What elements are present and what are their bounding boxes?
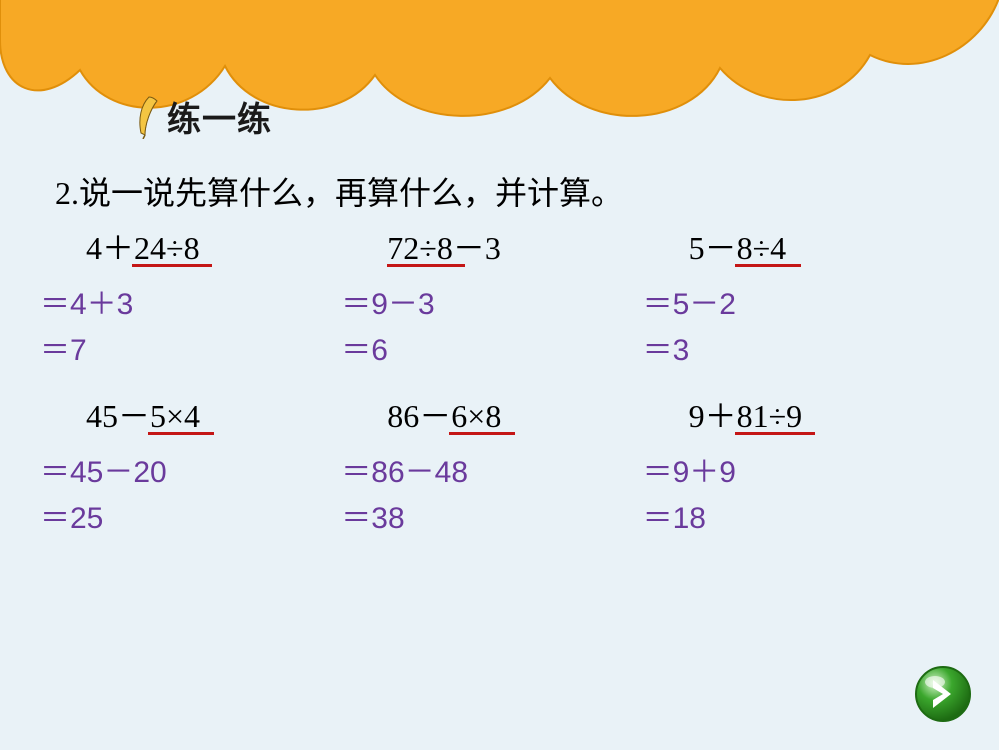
problem-4: 45－5×4 ＝45－20 ＝25 — [40, 400, 341, 550]
priority-underline — [148, 432, 214, 435]
problem-5-step-1: ＝86－48 — [341, 458, 642, 488]
problem-1-step-2: ＝7 — [40, 336, 341, 366]
priority-underline — [735, 264, 801, 267]
problem-2-step-1: ＝9－3 — [341, 290, 642, 320]
problem-1-expression: 4＋24÷8 — [86, 232, 200, 264]
section-title-text: 练一练 — [167, 92, 272, 141]
problems-grid: 4＋24÷8 ＝4＋3 ＝7 72÷8－3 ＝9－3 ＝6 5－8÷4 ＝5－2 ＝3 45－5×… — [40, 232, 959, 550]
problem-5-step-2: ＝38 — [341, 504, 642, 534]
priority-underline — [387, 264, 465, 267]
problem-4-expression: 45－5×4 — [86, 400, 200, 432]
problem-6: 9＋81÷9 ＝9＋9 ＝18 — [643, 400, 959, 550]
problem-6-step-1: ＝9＋9 — [643, 458, 959, 488]
problem-3-step-1: ＝5－2 — [643, 290, 959, 320]
feather-icon — [135, 95, 163, 139]
problem-3-expression: 5－8÷4 — [689, 232, 787, 264]
problem-3-step-2: ＝3 — [643, 336, 959, 366]
problem-3: 5－8÷4 ＝5－2 ＝3 — [643, 232, 959, 382]
problem-4-step-2: ＝25 — [40, 504, 341, 534]
problem-2-expression: 72÷8－3 — [387, 232, 501, 264]
problem-6-expression: 9＋81÷9 — [689, 400, 803, 432]
priority-underline — [449, 432, 515, 435]
problem-4-step-1: ＝45－20 — [40, 458, 341, 488]
problem-2-step-2: ＝6 — [341, 336, 642, 366]
problem-5-expression: 86－6×8 — [387, 400, 501, 432]
problem-5: 86－6×8 ＝86－48 ＝38 — [341, 400, 642, 550]
priority-underline — [132, 264, 212, 267]
slide: 练一练 2.说一说先算什么，再算什么，并计算。 4＋24÷8＝4＋3＝772÷8… — [0, 0, 999, 750]
instruction-text: 2.说一说先算什么，再算什么，并计算。 — [55, 168, 623, 214]
section-title: 练一练 — [135, 92, 272, 141]
problem-1-step-1: ＝4＋3 — [40, 290, 341, 320]
next-button[interactable] — [913, 664, 973, 724]
problem-6-step-2: ＝18 — [643, 504, 959, 534]
problem-1: 4＋24÷8 ＝4＋3 ＝7 — [40, 232, 341, 382]
priority-underline — [735, 432, 815, 435]
problem-2: 72÷8－3 ＝9－3 ＝6 — [341, 232, 642, 382]
